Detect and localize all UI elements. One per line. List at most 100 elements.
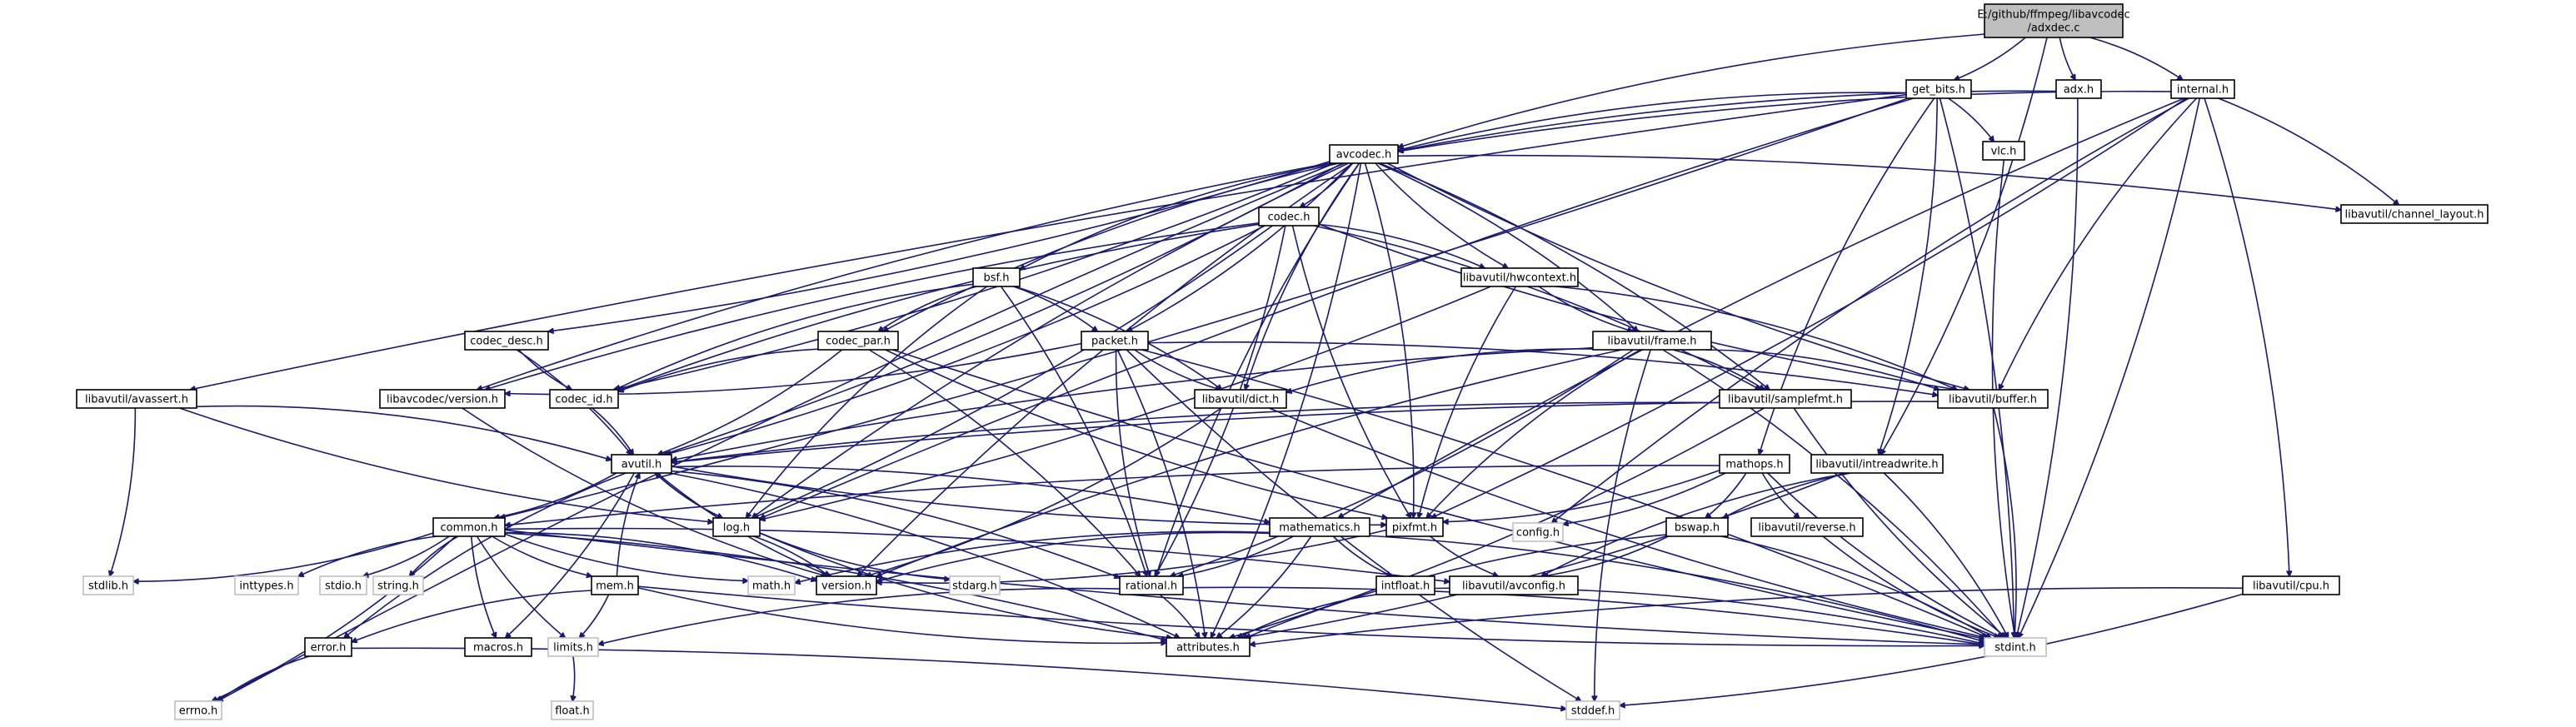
node-bswap[interactable]: bswap.h (1665, 517, 1729, 537)
node-cpu[interactable]: libavutil/cpu.h (2242, 575, 2340, 595)
edge-packet-to-stddef (1126, 349, 1581, 701)
node-attributes[interactable]: attributes.h (1166, 637, 1251, 657)
node-math[interactable]: math.h (747, 575, 796, 595)
node-inttypes[interactable]: inttypes.h (234, 575, 299, 595)
edge-frame-to-pixfmt (1426, 349, 1641, 518)
edge-dict-to-version (866, 407, 1222, 576)
node-box (1984, 3, 2124, 38)
node-adxdec[interactable]: E:/github/ffmpeg/libavcodec/adxdec.c (1977, 3, 2130, 38)
edge-log-to-attributes (759, 532, 1172, 638)
edge-codec_par-to-avutil (657, 349, 843, 455)
node-error[interactable]: error.h (304, 637, 352, 657)
node-label: limits.h (553, 642, 593, 655)
node-label: libavutil/intreadwrite.h (1815, 459, 1938, 471)
node-channel_layout[interactable]: libavutil/channel_layout.h (2340, 204, 2489, 224)
node-limits[interactable]: limits.h (547, 637, 599, 657)
node-mem[interactable]: mem.h (591, 575, 639, 595)
edge-hwcontext-to-pixfmt (1419, 286, 1517, 518)
edge-avcodec-to-channel_layout (1397, 154, 2341, 210)
node-intfloat[interactable]: intfloat.h (1375, 575, 1435, 595)
edge-internal-to-mathematics (1338, 97, 2185, 518)
node-stdint[interactable]: stdint.h (1984, 637, 2047, 657)
edge-avcodec-to-pixfmt (1364, 162, 1414, 518)
edge-avutil-to-mathematics (671, 466, 1270, 522)
node-box (1719, 454, 1790, 474)
node-codec_par[interactable]: codec_par.h (817, 331, 899, 351)
edge-common-to-version (504, 531, 816, 581)
edge-get_bits-to-vlc (1948, 97, 1994, 142)
node-box (1194, 389, 1287, 409)
node-avutil[interactable]: avutil.h (611, 454, 672, 474)
node-reverse[interactable]: libavutil/reverse.h (1750, 517, 1864, 537)
node-mathematics[interactable]: mathematics.h (1269, 517, 1370, 537)
node-config[interactable]: config.h (1512, 522, 1564, 542)
edge-avutil-to-macros (506, 472, 636, 638)
node-packet[interactable]: packet.h (1081, 331, 1149, 351)
node-stdarg[interactable]: stdarg.h (949, 575, 1001, 595)
node-buffer[interactable]: libavutil/buffer.h (1937, 389, 2049, 409)
node-internal[interactable]: internal.h (2170, 79, 2235, 99)
node-common[interactable]: common.h (432, 517, 506, 537)
node-errno[interactable]: errno.h (174, 700, 222, 720)
node-codec_id[interactable]: codec_id.h (549, 389, 619, 409)
node-box (464, 637, 532, 657)
node-lavc_version[interactable]: libavcodec/version.h (379, 389, 506, 409)
node-frame[interactable]: libavutil/frame.h (1592, 331, 1712, 351)
node-box (1665, 517, 1729, 537)
node-rational[interactable]: rational.h (1119, 575, 1184, 595)
node-macros[interactable]: macros.h (464, 637, 532, 657)
node-avcodec[interactable]: avcodec.h (1329, 144, 1399, 164)
edge-mem-to-stdint (637, 585, 1984, 645)
node-label: avcodec.h (1336, 149, 1392, 162)
node-bsf[interactable]: bsf.h (972, 267, 1021, 287)
node-dict[interactable]: libavutil/dict.h (1194, 389, 1287, 409)
node-codec[interactable]: codec.h (1258, 207, 1320, 227)
edge-get_bits-to-avcodec (1398, 92, 1907, 150)
node-label: internal.h (2177, 84, 2229, 97)
node-codec_desc[interactable]: codec_desc.h (464, 331, 549, 351)
node-pixfmt[interactable]: pixfmt.h (1385, 517, 1444, 537)
node-intreadwrite[interactable]: libavutil/intreadwrite.h (1810, 454, 1944, 474)
edge-bsf-to-dict (1014, 286, 1222, 390)
edge-codec-to-log (753, 225, 1273, 518)
node-label: common.h (441, 522, 498, 535)
edge-adxdec-to-get_bits (1954, 37, 2026, 80)
node-stdlib[interactable]: stdlib.h (82, 575, 134, 595)
edge-packet-to-dict (1134, 349, 1221, 390)
edge-avcodec-to-buffer (1386, 162, 1969, 390)
edge-adx-to-avcodec (1398, 90, 2057, 151)
node-version[interactable]: version.h (816, 575, 877, 595)
node-log[interactable]: log.h (712, 517, 761, 537)
node-float[interactable]: float.h (551, 700, 594, 720)
node-label: libavutil/dict.h (1202, 394, 1280, 406)
node-label: version.h (821, 580, 871, 593)
node-label: log.h (723, 522, 750, 535)
node-get_bits[interactable]: get_bits.h (1905, 79, 1972, 99)
node-stdio[interactable]: stdio.h (319, 575, 367, 595)
edge-frame-to-stddef (1595, 349, 1651, 701)
node-adx[interactable]: adx.h (2055, 79, 2102, 99)
edge-common-to-limits (476, 535, 566, 638)
node-avassert[interactable]: libavutil/avassert.h (76, 389, 197, 409)
node-box (2340, 204, 2489, 224)
edge-get_bits-to-avassert (190, 93, 1907, 390)
edge-mathops-to-config (1563, 472, 1726, 525)
edge-common-to-mem (492, 535, 592, 576)
node-samplefmt[interactable]: libavutil/samplefmt.h (1719, 389, 1852, 409)
edge-limits-to-float (572, 655, 575, 701)
node-box (1905, 79, 1972, 99)
edge-packet-to-buffer (1147, 341, 1938, 396)
node-vlc[interactable]: vlc.h (1982, 141, 2025, 161)
edge-cpu-to-stddef (1620, 593, 2244, 705)
edge-codec_par-to-pixfmt (885, 349, 1387, 518)
node-mathops[interactable]: mathops.h (1719, 454, 1790, 474)
node-box (1449, 575, 1579, 595)
node-box (1719, 389, 1852, 409)
node-label: libavutil/cpu.h (2253, 580, 2329, 593)
node-hwcontext[interactable]: libavutil/hwcontext.h (1460, 267, 1579, 287)
node-label: codec_desc.h (470, 336, 543, 348)
node-stddef[interactable]: stddef.h (1565, 700, 1620, 720)
node-string[interactable]: string.h (372, 575, 424, 595)
node-avconfig[interactable]: libavutil/avconfig.h (1449, 575, 1579, 595)
